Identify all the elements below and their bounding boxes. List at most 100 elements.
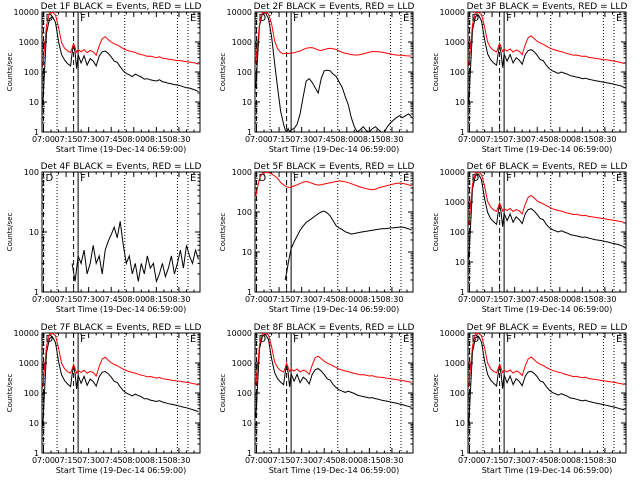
x-tick-label: 07:45 <box>100 295 123 304</box>
interval-marker-e: E <box>190 13 196 24</box>
y-axis-label: Counts/sec <box>432 374 440 413</box>
x-axis-label: Start Time (19-Dec-14 06:59:00) <box>482 145 613 154</box>
y-axis-label: Counts/sec <box>432 213 440 252</box>
series-lld-line <box>468 172 625 226</box>
y-tick-label: 100 <box>237 208 252 217</box>
series-lld-line <box>255 172 412 197</box>
plot-frame <box>41 171 201 293</box>
y-tick-label: 10000 <box>440 8 465 17</box>
interval-marker-e: E <box>616 334 622 345</box>
x-tick-label: 07:15 <box>268 135 291 144</box>
chart-title: Det 2F BLACK = Events, RED = LLD <box>254 2 415 12</box>
x-axis-label: Start Time (19-Dec-14 06:59:00) <box>56 305 187 314</box>
y-tick-label: 100 <box>24 68 39 77</box>
y-axis-label: Counts/sec <box>6 374 14 413</box>
x-tick-label: 07:30 <box>503 456 526 465</box>
y-tick-label: 1000 <box>19 359 39 368</box>
x-tick-label: 07:15 <box>55 295 78 304</box>
y-tick-label: 10 <box>455 258 465 267</box>
y-tick-label: 1000 <box>445 359 465 368</box>
x-tick-label: 08:15 <box>145 295 168 304</box>
interval-marker-d: D <box>259 173 267 184</box>
y-axis-label: Counts/sec <box>6 53 14 92</box>
plot-frame <box>254 11 414 133</box>
x-tick-label: 07:45 <box>100 135 123 144</box>
y-tick-label: 1000 <box>232 168 252 177</box>
y-tick-label: 1000 <box>232 359 252 368</box>
series-events-line <box>255 333 412 418</box>
x-tick-label: 08:15 <box>571 135 594 144</box>
interval-marker-d: D <box>46 173 54 184</box>
plot-frame <box>254 332 414 454</box>
interval-marker-f: F <box>506 173 512 184</box>
x-tick-label: 07:00 <box>32 135 55 144</box>
y-tick-label: 10 <box>242 98 252 107</box>
x-tick-label: 08:00 <box>122 295 145 304</box>
chart-title: Det 8F BLACK = Events, RED = LLD <box>254 323 415 333</box>
interval-marker-e: E <box>616 173 622 184</box>
chart-title: Det 1F BLACK = Events, RED = LLD <box>41 2 202 12</box>
x-tick-label: 07:45 <box>100 456 123 465</box>
x-tick-label: 08:00 <box>335 456 358 465</box>
y-tick-label: 1 <box>247 288 252 297</box>
chart-title: Det 3F BLACK = Events, RED = LLD <box>467 2 628 12</box>
plot-frame <box>467 11 627 133</box>
interval-marker-d: D <box>259 334 267 345</box>
y-tick-label: 10 <box>29 228 39 237</box>
interval-marker-f: F <box>506 334 512 345</box>
x-axis-label: Start Time (19-Dec-14 06:59:00) <box>56 466 187 475</box>
y-tick-label: 100 <box>237 68 252 77</box>
x-tick-label: 07:00 <box>245 295 268 304</box>
x-tick-label: 07:00 <box>458 135 481 144</box>
interval-marker-f: F <box>506 13 512 24</box>
y-tick-label: 10000 <box>227 329 252 338</box>
x-tick-label: 07:30 <box>77 295 100 304</box>
x-tick-label: 07:30 <box>77 456 100 465</box>
x-tick-label: 08:15 <box>571 456 594 465</box>
series-events-line <box>71 221 199 284</box>
plot-frame <box>41 11 201 133</box>
x-tick-label: 08:30 <box>593 456 616 465</box>
x-tick-label: 08:30 <box>167 456 190 465</box>
y-tick-label: 1 <box>460 449 465 458</box>
x-tick-label: 07:30 <box>290 456 313 465</box>
x-tick-label: 07:15 <box>481 295 504 304</box>
x-tick-label: 07:15 <box>481 456 504 465</box>
x-tick-label: 08:30 <box>593 135 616 144</box>
series-lld-line <box>255 333 412 386</box>
y-tick-label: 10 <box>242 419 252 428</box>
interval-marker-e: E <box>403 173 409 184</box>
chart-panel-2: Det 2F BLACK = Events, RED = LLD 1 10 100 10… <box>219 2 414 154</box>
interval-marker-f: F <box>80 13 86 24</box>
chart-panel-8: Det 8F BLACK = Events, RED = LLD 1 10 100 10… <box>219 323 414 475</box>
x-tick-label: 07:15 <box>268 295 291 304</box>
x-tick-label: 08:15 <box>358 135 381 144</box>
y-axis-label: Counts/sec <box>432 53 440 92</box>
x-tick-label: 08:00 <box>548 456 571 465</box>
plot-frame <box>467 332 627 454</box>
x-tick-label: 07:45 <box>526 295 549 304</box>
y-tick-label: 1 <box>460 128 465 137</box>
x-tick-label: 07:45 <box>313 135 336 144</box>
x-tick-label: 08:00 <box>548 295 571 304</box>
chart-title: Det 9F BLACK = Events, RED = LLD <box>467 323 628 333</box>
y-tick-label: 10 <box>455 419 465 428</box>
x-tick-label: 07:45 <box>526 456 549 465</box>
y-tick-label: 10 <box>29 419 39 428</box>
x-axis-label: Start Time (19-Dec-14 06:59:00) <box>56 145 187 154</box>
y-tick-label: 1000 <box>232 38 252 47</box>
interval-marker-f: F <box>293 334 299 345</box>
x-tick-label: 08:15 <box>358 456 381 465</box>
x-tick-label: 07:00 <box>245 456 268 465</box>
chart-title: Det 6F BLACK = Events, RED = LLD <box>467 162 628 172</box>
x-tick-label: 08:00 <box>335 135 358 144</box>
y-tick-label: 10 <box>242 248 252 257</box>
x-tick-label: 07:00 <box>32 456 55 465</box>
y-tick-label: 10000 <box>227 8 252 17</box>
x-tick-label: 08:15 <box>145 135 168 144</box>
x-tick-label: 07:00 <box>32 295 55 304</box>
chart-title: Det 7F BLACK = Events, RED = LLD <box>41 323 202 333</box>
y-tick-label: 1 <box>247 449 252 458</box>
interval-marker-e: E <box>403 334 409 345</box>
